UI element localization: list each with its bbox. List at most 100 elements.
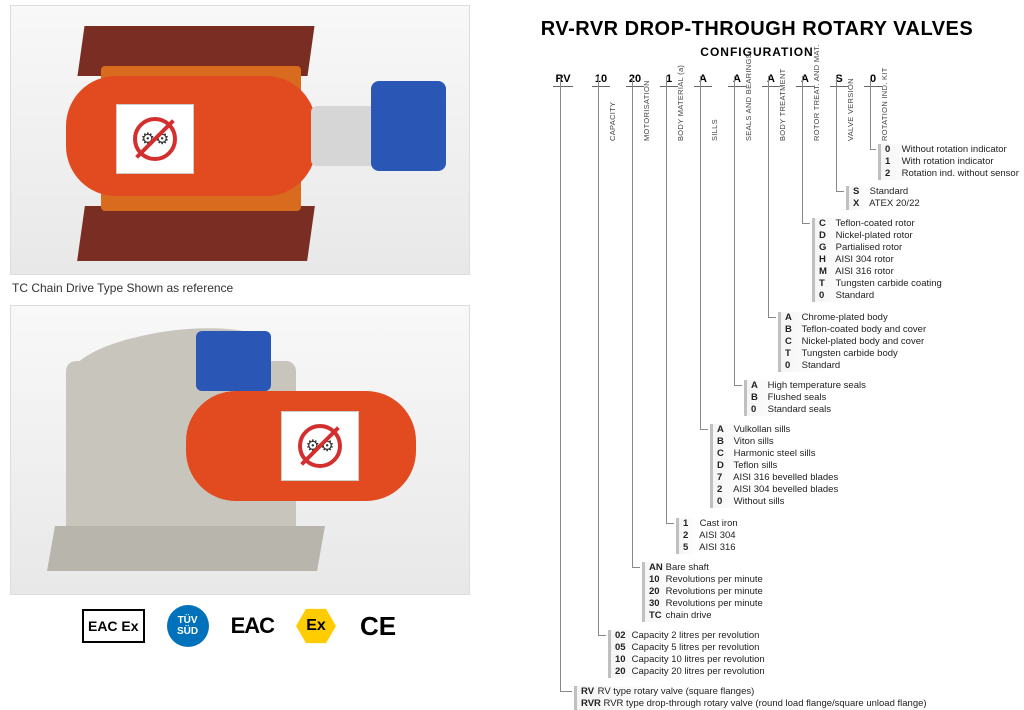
config-option-row: RV RV type rotary valve (square flanges): [581, 686, 927, 698]
option-key: 2: [885, 168, 899, 180]
config-option-row: S Standard: [853, 186, 920, 198]
option-key: 10: [649, 574, 663, 586]
option-key: 0: [819, 290, 833, 302]
config-option-row: M AISI 316 rotor: [819, 266, 942, 278]
page-subtitle: CONFIGURATION: [490, 45, 1024, 59]
config-code-header: RV10CAPACITY20MOTORISATION1BODY MATERIAL…: [548, 69, 1024, 154]
option-key: 1: [683, 518, 697, 530]
option-text: Rotation ind. without sensor: [899, 168, 1019, 179]
config-code-cell: ASEALS AND BEARINGS: [722, 69, 752, 87]
option-key: 0: [717, 496, 731, 508]
option-key: D: [717, 460, 731, 472]
product-image-2: ⚙⚙: [10, 305, 470, 595]
option-key: C: [785, 336, 799, 348]
config-code-label: VALVE VERSION: [846, 78, 855, 141]
option-key: S: [853, 186, 867, 198]
option-text: Standard: [799, 360, 840, 371]
config-code-cell: 10CAPACITY: [586, 69, 616, 87]
right-column: RV-RVR DROP-THROUGH ROTARY VALVES CONFIG…: [490, 0, 1024, 709]
option-text: Nickel-plated body and cover: [799, 336, 924, 347]
config-code-label: BODY TREATMENT: [778, 68, 787, 141]
config-option-row: A Vulkollan sills: [717, 424, 838, 436]
config-option-row: 5 AISI 316: [683, 542, 738, 554]
tree-hline: [700, 429, 708, 430]
config-option-row: C Teflon-coated rotor: [819, 218, 942, 230]
option-key: C: [819, 218, 833, 230]
cert-tuv: TÜV SÜD: [167, 605, 209, 647]
option-key: AN: [649, 562, 663, 574]
config-option-row: C Nickel-plated body and cover: [785, 336, 926, 348]
option-text: Revolutions per minute: [663, 598, 763, 609]
tuv-bot: SÜD: [177, 626, 198, 637]
option-text: Teflon-coated body and cover: [799, 324, 926, 335]
option-text: Tungsten carbide coating: [833, 278, 942, 289]
valve-base-1b: [77, 206, 315, 261]
option-text: Vulkollan sills: [731, 424, 790, 435]
warning-label-2: ⚙⚙: [281, 411, 359, 481]
tree-hline: [560, 691, 572, 692]
valve-motor-1: [371, 81, 446, 171]
option-key: M: [819, 266, 833, 278]
option-key: 20: [649, 586, 663, 598]
option-text: Revolutions per minute: [663, 574, 763, 585]
config-code-label: SEALS AND BEARINGS: [744, 53, 753, 141]
config-option-group: A High temperature sealsB Flushed seals0…: [744, 380, 866, 416]
config-code-value: RV: [553, 73, 572, 87]
tree-vline: [700, 76, 701, 430]
option-key: H: [819, 254, 833, 266]
cert-ce: CE: [358, 609, 398, 643]
certification-row: EAC Ex TÜV SÜD EAC Ex CE: [0, 605, 480, 647]
tree-vline: [768, 76, 769, 318]
gear-icon: ⚙⚙: [306, 436, 335, 456]
config-option-row: G Partialised rotor: [819, 242, 942, 254]
config-tree: 0 Without rotation indicator1 With rotat…: [548, 160, 1024, 700]
option-text: AISI 304 rotor: [833, 254, 894, 265]
image-caption: TC Chain Drive Type Shown as reference: [12, 281, 468, 295]
option-key: 5: [683, 542, 697, 554]
option-text: Tungsten carbide body: [799, 348, 898, 359]
config-option-row: 30 Revolutions per minute: [649, 598, 763, 610]
config-option-row: 2 AISI 304 bevelled blades: [717, 484, 838, 496]
config-option-row: 10 Capacity 10 litres per revolution: [615, 654, 765, 666]
config-option-row: 0 Without sills: [717, 496, 838, 508]
valve-motor-2: [196, 331, 271, 391]
option-text: RV type rotary valve (square flanges): [595, 686, 754, 697]
config-option-row: 1 With rotation indicator: [885, 156, 1019, 168]
option-key: 10: [615, 654, 629, 666]
option-text: AISI 304: [697, 530, 736, 541]
option-text: Harmonic steel sills: [731, 448, 815, 459]
config-option-row: X ATEX 20/22: [853, 198, 920, 210]
config-option-row: 20 Capacity 20 litres per revolution: [615, 666, 765, 678]
config-option-group: 02 Capacity 2 litres per revolution05 Ca…: [608, 630, 765, 678]
config-option-row: 7 AISI 316 bevelled blades: [717, 472, 838, 484]
option-key: B: [751, 392, 765, 404]
tree-vline: [836, 76, 837, 192]
config-option-row: B Flushed seals: [751, 392, 866, 404]
cert-eac: EAC: [231, 609, 274, 643]
config-option-row: C Harmonic steel sills: [717, 448, 838, 460]
left-column: ⚙⚙ TC Chain Drive Type Shown as referenc…: [0, 0, 480, 709]
page-title: RV-RVR DROP-THROUGH ROTARY VALVES: [490, 18, 1024, 41]
config-option-row: 1 Cast iron: [683, 518, 738, 530]
config-option-row: A Chrome-plated body: [785, 312, 926, 324]
tree-hline: [598, 635, 606, 636]
option-key: 2: [717, 484, 731, 496]
option-text: Without sills: [731, 496, 784, 507]
option-key: T: [785, 348, 799, 360]
config-option-row: RVR RVR type drop-through rotary valve (…: [581, 698, 927, 710]
config-option-row: 2 AISI 304: [683, 530, 738, 542]
config-code-value: 10: [592, 73, 610, 87]
option-text: Chrome-plated body: [799, 312, 888, 323]
config-code-cell: 1BODY MATERIAL (a): [654, 69, 684, 87]
config-option-row: 0 Standard: [785, 360, 926, 372]
option-text: Bare shaft: [663, 562, 709, 573]
config-option-group: S StandardX ATEX 20/22: [846, 186, 920, 210]
option-text: Flushed seals: [765, 392, 826, 403]
option-text: AISI 304 bevelled blades: [731, 484, 838, 495]
config-option-row: 20 Revolutions per minute: [649, 586, 763, 598]
option-key: D: [819, 230, 833, 242]
option-key: A: [717, 424, 731, 436]
config-option-row: AN Bare shaft: [649, 562, 763, 574]
option-text: Capacity 10 litres per revolution: [629, 654, 765, 665]
option-text: Partialised rotor: [833, 242, 902, 253]
